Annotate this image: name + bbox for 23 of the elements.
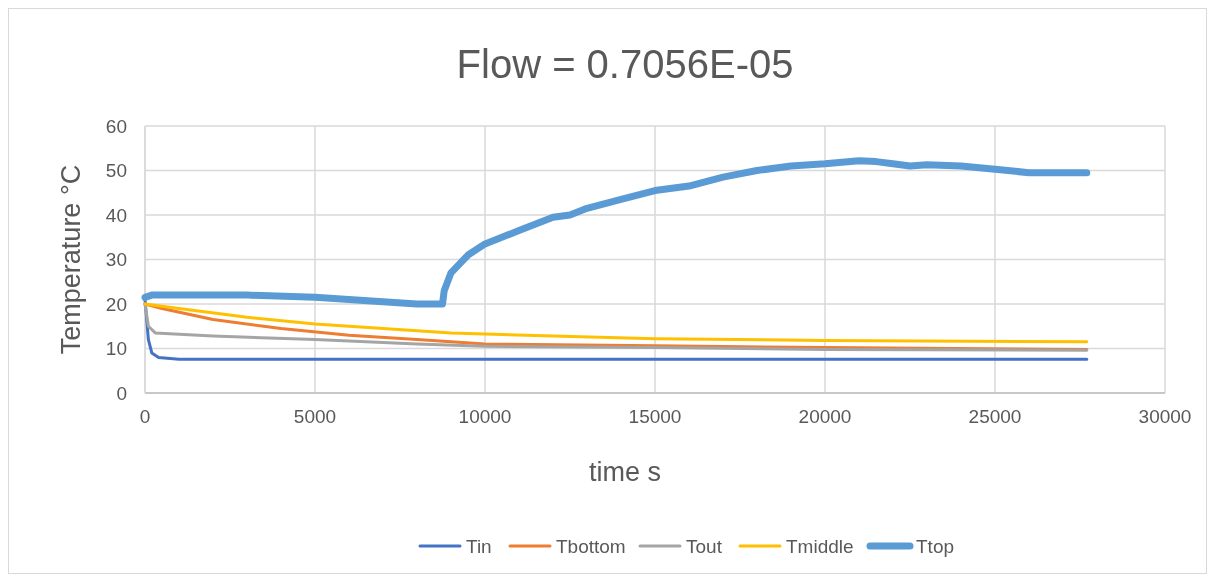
line-series <box>143 298 1089 361</box>
x-tick-label: 20000 <box>798 406 852 427</box>
x-tick-label: 25000 <box>968 406 1022 427</box>
x-axis-title: time s <box>588 457 662 487</box>
x-tick-label: 0 <box>139 406 151 427</box>
y-tick-label: 20 <box>105 293 127 315</box>
legend-label: Tmiddle <box>786 535 854 557</box>
legend-label: Ttop <box>916 535 955 557</box>
y-tick-label: 40 <box>105 204 127 226</box>
y-tick-label: 30 <box>105 249 127 271</box>
legend-label: Tbottom <box>556 535 626 557</box>
chart-title: Flow = 0.7056E-05 <box>456 42 794 86</box>
x-tick-label: 30000 <box>1138 406 1192 427</box>
y-tick-label: 60 <box>105 115 127 137</box>
y-tick-label: 10 <box>105 338 127 360</box>
y-tick-label: 0 <box>116 382 127 404</box>
x-tick-label: 15000 <box>628 406 682 427</box>
legend-label: Tin <box>466 535 492 557</box>
x-tick-label: 10000 <box>458 406 512 427</box>
y-axis-title: Temperature °C <box>56 164 86 355</box>
legend-label: Tout <box>686 535 723 557</box>
y-tick-label: 50 <box>105 160 127 182</box>
x-tick-label: 5000 <box>293 406 337 427</box>
